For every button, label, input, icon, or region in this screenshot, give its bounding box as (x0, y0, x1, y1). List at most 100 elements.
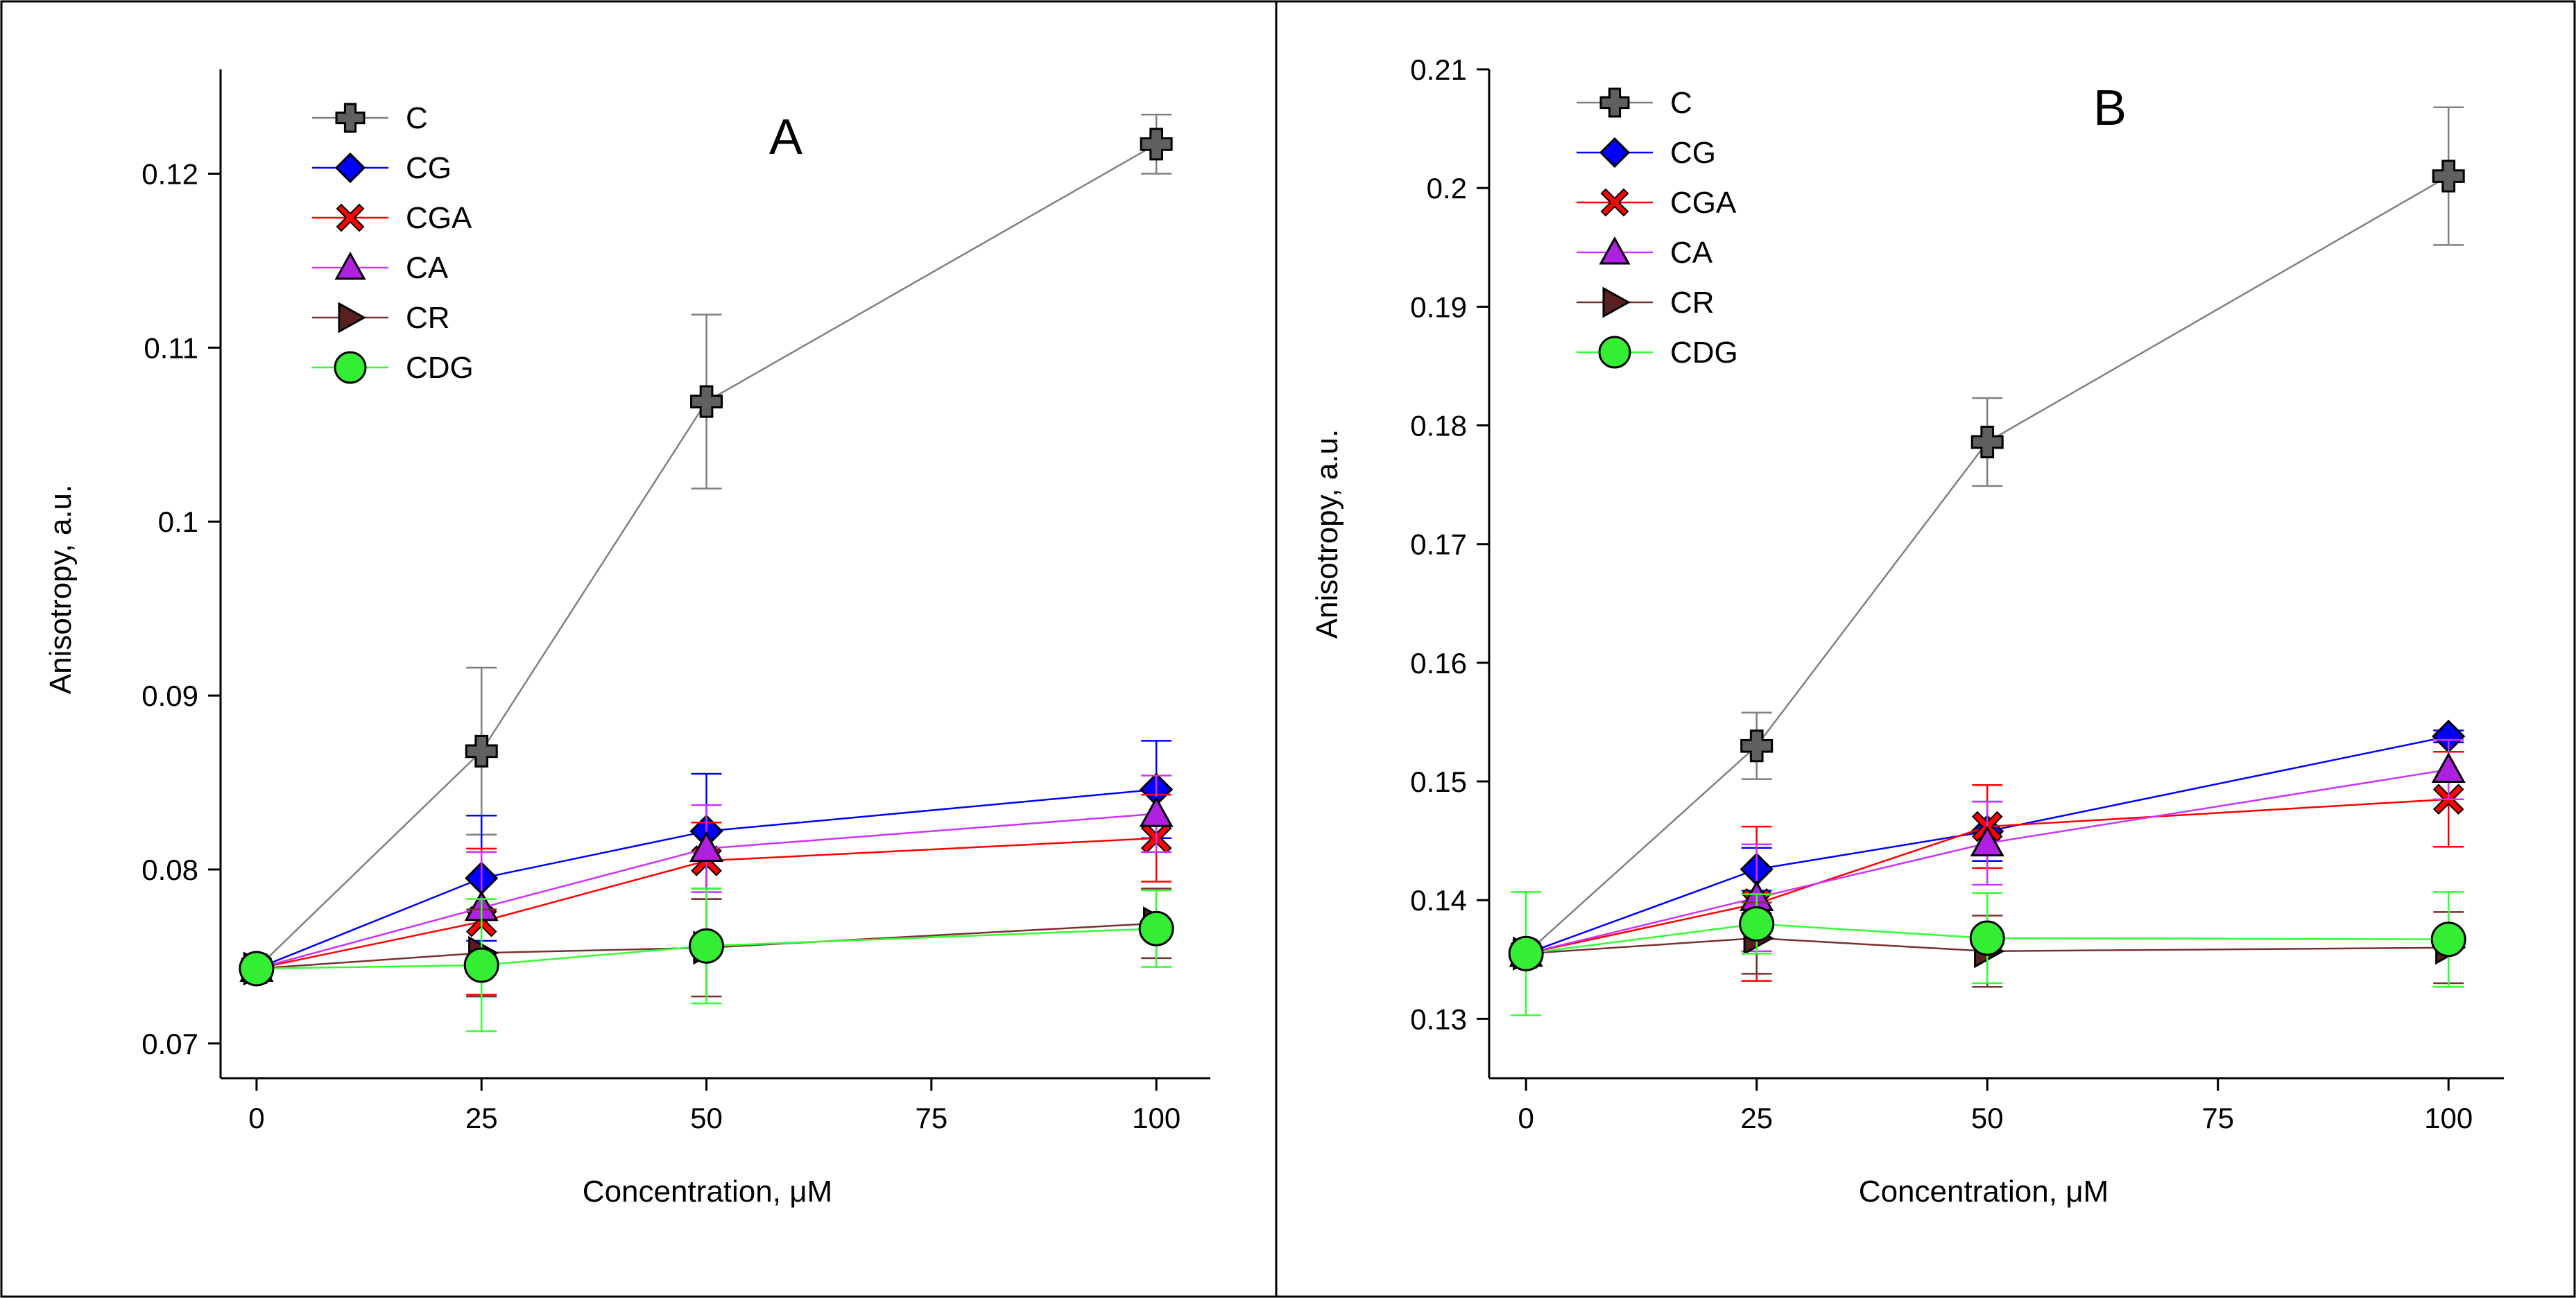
legend-marker (335, 103, 366, 133)
data-point (1739, 906, 1775, 942)
panel-title: B (2093, 80, 2127, 136)
data-point (239, 951, 275, 987)
data-point (463, 947, 499, 983)
series-line (256, 788, 1157, 970)
y-tick-label: 0.14 (1410, 884, 1467, 917)
data-point (1740, 729, 1774, 763)
x-tick-label: 25 (465, 1102, 498, 1134)
data-point (1140, 128, 1173, 161)
y-tick-label: 0.18 (1410, 410, 1467, 442)
panel-title: A (769, 110, 802, 165)
x-tick-label: 75 (915, 1102, 947, 1134)
x-tick-label: 0 (248, 1102, 264, 1134)
legend: C CG CGA CA CR CDG (312, 101, 474, 385)
legend-label: CG (1670, 136, 1716, 170)
chart-panel-a: A Concentration, μM Anisotropy, a.u. 0.0… (44, 69, 1210, 1209)
x-tick-label: 25 (1740, 1102, 1773, 1134)
legend-marker (334, 251, 366, 280)
data-point (465, 734, 498, 768)
y-tick-label: 0.21 (1410, 53, 1467, 86)
y-tick-label: 0.16 (1410, 647, 1467, 680)
legend-label: CDG (406, 351, 474, 385)
series-line (256, 922, 1157, 970)
legend-marker (1598, 336, 1631, 369)
data-point (690, 385, 723, 418)
x-tick-label: 100 (1132, 1102, 1180, 1134)
y-axis-title: Anisotropy, a.u. (1310, 429, 1344, 639)
legend-item: CG (1577, 136, 1716, 170)
x-axis-title: Concentration, μM (583, 1175, 832, 1209)
legend-label: C (1670, 86, 1692, 120)
y-tick-label: 0.07 (141, 1028, 198, 1060)
legend-marker (1599, 87, 1630, 118)
x-tick-label: 75 (2201, 1102, 2234, 1134)
legend-item: C (312, 101, 428, 135)
y-tick-label: 0.11 (144, 331, 198, 364)
y-tick-label: 0.2 (1427, 172, 1467, 205)
legend-marker (336, 203, 365, 232)
legend-label: CR (1670, 286, 1715, 320)
data-point (1138, 910, 1174, 946)
legend-item: CDG (312, 351, 474, 385)
legend-label: CR (406, 301, 450, 335)
legend-label: CA (406, 251, 449, 285)
data-point (1970, 425, 2004, 458)
x-tick-label: 100 (2424, 1102, 2473, 1134)
series-line (256, 813, 1157, 970)
data-point (1969, 920, 2005, 956)
x-axis-title: Concentration, μM (1859, 1175, 2109, 1209)
series-cdg (239, 888, 1174, 1032)
data-point (2431, 752, 2466, 784)
series-line (256, 928, 1157, 970)
series-line (1525, 798, 2449, 955)
legend-label: CGA (406, 201, 472, 235)
series-line (1525, 768, 2449, 955)
y-tick-label: 0.13 (1410, 1003, 1467, 1035)
series-line (1526, 937, 2449, 955)
legend-marker (1600, 188, 1629, 217)
x-tick-label: 50 (690, 1102, 723, 1134)
legend-item: CDG (1577, 336, 1738, 370)
chart-panel-b: B Concentration, μM Anisotropy, a.u. 0.1… (1310, 53, 2504, 1209)
data-point (2432, 159, 2465, 193)
legend-marker (334, 351, 367, 384)
x-tick-label: 50 (1971, 1102, 2004, 1134)
y-tick-label: 0.15 (1410, 765, 1467, 798)
legend-marker (1599, 236, 1631, 265)
series-line (1525, 735, 2449, 955)
legend-item: CR (1577, 286, 1715, 320)
series-line (256, 837, 1157, 970)
series-line (1525, 175, 2449, 955)
legend-marker (1602, 286, 1631, 318)
legend-item: CA (312, 251, 449, 285)
legend-item: CG (312, 151, 452, 185)
series-line (1526, 923, 2449, 955)
y-axis-title: Anisotropy, a.u. (44, 485, 78, 694)
series-cdg (1508, 891, 2466, 1016)
legend-item: CR (312, 301, 450, 335)
y-tick-label: 0.12 (141, 158, 198, 191)
legend-label: C (406, 101, 428, 135)
legend-label: CDG (1670, 336, 1738, 370)
data-point (689, 928, 725, 964)
legend-item: CA (1577, 236, 1713, 270)
data-point (2430, 921, 2466, 958)
y-tick-label: 0.1 (158, 505, 198, 538)
legend-marker (334, 152, 366, 184)
data-point (1508, 935, 1544, 971)
y-tick-label: 0.19 (1410, 291, 1467, 323)
legend-item: C (1577, 86, 1692, 120)
data-point (689, 831, 724, 862)
data-point (1139, 796, 1174, 827)
legend-label: CG (406, 151, 452, 185)
x-tick-label: 0 (1518, 1102, 1534, 1134)
legend: C CG CGA CA CR CDG (1577, 86, 1738, 370)
legend-item: CGA (1577, 186, 1737, 220)
legend-marker (1599, 137, 1631, 168)
legend-item: CGA (312, 201, 472, 235)
legend-marker (338, 302, 367, 334)
y-tick-label: 0.17 (1410, 528, 1467, 561)
legend-label: CA (1670, 236, 1713, 270)
